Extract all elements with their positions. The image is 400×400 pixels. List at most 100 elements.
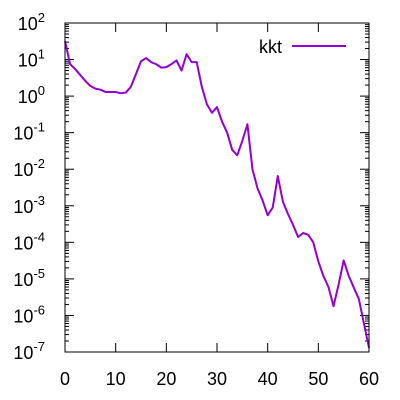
data-point <box>110 91 112 93</box>
data-point <box>145 57 147 59</box>
data-point <box>292 224 294 226</box>
data-point <box>317 260 319 262</box>
data-point <box>150 61 152 63</box>
data-point <box>358 298 360 300</box>
data-point <box>79 74 81 76</box>
y-tick-label: 10-6 <box>13 302 45 326</box>
data-point <box>363 323 365 325</box>
data-point <box>99 89 101 91</box>
y-tick-label-base: 10 <box>18 14 38 34</box>
data-point <box>181 70 183 72</box>
y-tick-label: 10-2 <box>13 156 45 180</box>
data-point <box>135 73 137 75</box>
data-point <box>216 106 218 108</box>
data-point <box>287 213 289 215</box>
y-tick-label: 10-3 <box>13 193 45 217</box>
data-point <box>267 214 269 216</box>
y-tick-label: 10-4 <box>13 229 45 253</box>
data-point <box>201 86 203 88</box>
y-tick-label: 102 <box>18 10 45 34</box>
data-point <box>69 63 71 65</box>
data-point <box>221 121 223 123</box>
y-tick-label-exponent: -7 <box>33 339 45 354</box>
data-point <box>348 275 350 277</box>
series-line-kkt <box>64 40 370 349</box>
y-tick-label-base: 10 <box>13 270 33 290</box>
y-tick-label: 10-1 <box>13 120 45 144</box>
data-point <box>277 175 279 177</box>
y-tick-label-base: 10 <box>13 233 33 253</box>
data-point <box>297 236 299 238</box>
data-point <box>236 154 238 156</box>
y-tick-label: 101 <box>18 47 45 71</box>
data-point <box>186 53 188 55</box>
data-point <box>327 286 329 288</box>
y-tick-label-exponent: -3 <box>33 193 45 208</box>
data-point <box>231 149 233 151</box>
y-tick-label-exponent: -1 <box>33 120 45 135</box>
data-point <box>257 187 259 189</box>
y-tick-label-base: 10 <box>13 306 33 326</box>
data-point <box>343 259 345 261</box>
data-point <box>241 140 243 142</box>
x-tick-label: 10 <box>106 369 126 389</box>
data-point <box>196 61 198 63</box>
data-point <box>312 241 314 243</box>
data-point <box>74 68 76 70</box>
y-tick-label-base: 10 <box>18 51 38 71</box>
data-point <box>140 60 142 62</box>
x-tick-label: 50 <box>308 369 328 389</box>
legend-label-kkt: kkt <box>259 37 282 57</box>
x-tick-label: 40 <box>258 369 278 389</box>
data-point <box>160 67 162 69</box>
data-point <box>191 61 193 63</box>
data-point <box>115 91 117 93</box>
data-point <box>175 59 177 61</box>
y-tick-label-exponent: -4 <box>33 229 45 244</box>
y-tick-label: 10-7 <box>13 339 45 363</box>
data-point <box>130 86 132 88</box>
data-point <box>246 123 248 125</box>
plot-frame <box>64 22 370 353</box>
data-point <box>322 275 324 277</box>
x-tick-label: 30 <box>207 369 227 389</box>
data-point <box>84 80 86 82</box>
data-point <box>338 284 340 286</box>
data-point <box>165 66 167 68</box>
data-point <box>94 88 96 90</box>
y-tick-label-base: 10 <box>13 124 33 144</box>
data-point <box>170 63 172 65</box>
ticks-layer: 0 10 20 30 40 50 6010210110010-110-210-310-410… <box>13 10 379 389</box>
data-point <box>272 206 274 208</box>
y-tick-label-base: 10 <box>13 197 33 217</box>
data-point <box>262 199 264 201</box>
y-tick-label-base: 10 <box>18 87 38 107</box>
y-tick-label-base: 10 <box>13 343 33 363</box>
y-tick-label-exponent: 1 <box>38 47 45 62</box>
data-point <box>333 305 335 307</box>
data-point <box>120 92 122 94</box>
data-point <box>282 201 284 203</box>
legend: kkt <box>259 37 346 57</box>
x-tick-label: 20 <box>156 369 176 389</box>
y-tick-label-base: 10 <box>13 160 33 180</box>
data-point <box>211 112 213 114</box>
x-tick-label: 0 <box>60 369 70 389</box>
data-point <box>125 92 127 94</box>
data-point <box>302 232 304 234</box>
y-tick-label-exponent: -5 <box>33 266 45 281</box>
data-point <box>206 103 208 105</box>
y-tick-label-exponent: -6 <box>33 302 45 317</box>
data-point <box>353 287 355 289</box>
data-point <box>155 63 157 65</box>
y-tick-label-exponent: 0 <box>38 83 45 98</box>
y-tick-label-exponent: -2 <box>33 156 45 171</box>
data-point <box>307 234 309 236</box>
x-tick-label: 60 <box>359 369 379 389</box>
series-layer <box>64 40 370 349</box>
y-tick-label: 10-5 <box>13 266 45 290</box>
data-point <box>226 132 228 134</box>
data-point <box>105 91 107 93</box>
y-tick-label: 100 <box>18 83 45 107</box>
